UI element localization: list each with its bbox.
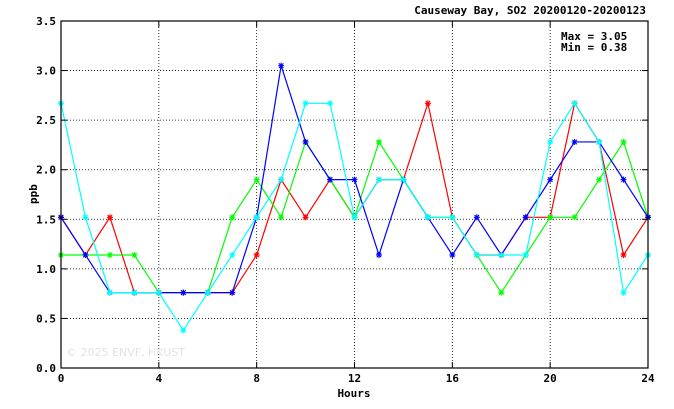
data-point-marker (82, 251, 89, 258)
max-annotation: Max = 3.05 (561, 30, 627, 43)
data-point-marker (204, 289, 211, 296)
data-point-marker (498, 251, 505, 258)
series-3 (58, 62, 651, 296)
data-point-marker (449, 251, 456, 258)
data-point-marker (449, 214, 456, 221)
data-point-marker (180, 327, 187, 334)
data-point-marker (351, 214, 358, 221)
data-point-marker (302, 100, 309, 107)
data-point-marker (106, 251, 113, 258)
data-point-marker (278, 176, 285, 183)
x-tick-label: 12 (348, 372, 361, 385)
data-point-marker (302, 138, 309, 145)
data-point-marker (253, 176, 260, 183)
data-point-marker (547, 214, 554, 221)
data-point-marker (571, 138, 578, 145)
series-layer (58, 62, 651, 334)
data-point-marker (351, 176, 358, 183)
data-point-marker (400, 176, 407, 183)
grid-lines (61, 21, 648, 368)
x-tick-label: 24 (641, 372, 655, 385)
data-point-marker (82, 214, 89, 221)
chart-title: Causeway Bay, SO2 20200120-20200123 (414, 4, 646, 17)
data-point-marker (278, 62, 285, 69)
data-point-marker (131, 251, 138, 258)
data-point-marker (302, 214, 309, 221)
y-tick-label: 2.5 (36, 114, 56, 127)
x-tick-label: 4 (156, 372, 163, 385)
data-point-marker (180, 289, 187, 296)
y-tick-label: 1.0 (36, 263, 56, 276)
data-point-marker (327, 176, 334, 183)
y-axis-label: ppb (27, 184, 40, 204)
data-point-marker (131, 289, 138, 296)
data-point-marker (375, 251, 382, 258)
y-tick-label: 0.0 (36, 362, 56, 375)
data-point-marker (375, 138, 382, 145)
data-point-marker (522, 251, 529, 258)
x-tick-label: 8 (253, 372, 260, 385)
data-point-marker (229, 289, 236, 296)
y-tick-label: 1.5 (36, 213, 56, 226)
data-point-marker (620, 138, 627, 145)
watermark: © 2025 ENVF, HKUST (66, 346, 185, 359)
data-point-marker (229, 214, 236, 221)
x-axis-label: Hours (337, 387, 370, 400)
data-point-marker (547, 176, 554, 183)
data-point-marker (253, 251, 260, 258)
data-point-marker (620, 176, 627, 183)
data-point-marker (571, 214, 578, 221)
axis-ticks: 0 4 8 12 16 20 24 0.0 0.5 1.0 1.5 2.0 2.5 3.0 3.5 (36, 15, 655, 385)
data-point-marker (253, 214, 260, 221)
data-point-marker (498, 289, 505, 296)
data-point-marker (229, 251, 236, 258)
x-tick-label: 0 (58, 372, 65, 385)
data-point-marker (473, 214, 480, 221)
x-tick-label: 20 (544, 372, 557, 385)
data-point-marker (375, 176, 382, 183)
data-point-marker (620, 289, 627, 296)
series-4 (58, 100, 651, 334)
data-point-marker (596, 138, 603, 145)
data-point-marker (106, 289, 113, 296)
data-point-marker (424, 100, 431, 107)
data-point-marker (155, 289, 162, 296)
data-point-marker (522, 214, 529, 221)
y-tick-label: 2.0 (36, 164, 56, 177)
data-point-marker (547, 138, 554, 145)
y-tick-label: 3.5 (36, 15, 56, 28)
data-point-marker (106, 214, 113, 221)
data-point-marker (278, 214, 285, 221)
y-tick-label: 0.5 (36, 312, 56, 325)
x-tick-label: 16 (446, 372, 460, 385)
data-point-marker (424, 214, 431, 221)
data-point-marker (327, 100, 334, 107)
min-annotation: Min = 0.38 (561, 41, 627, 54)
y-tick-label: 3.0 (36, 65, 56, 78)
data-point-marker (473, 251, 480, 258)
data-point-marker (596, 176, 603, 183)
data-point-marker (571, 100, 578, 107)
data-point-marker (620, 251, 627, 258)
